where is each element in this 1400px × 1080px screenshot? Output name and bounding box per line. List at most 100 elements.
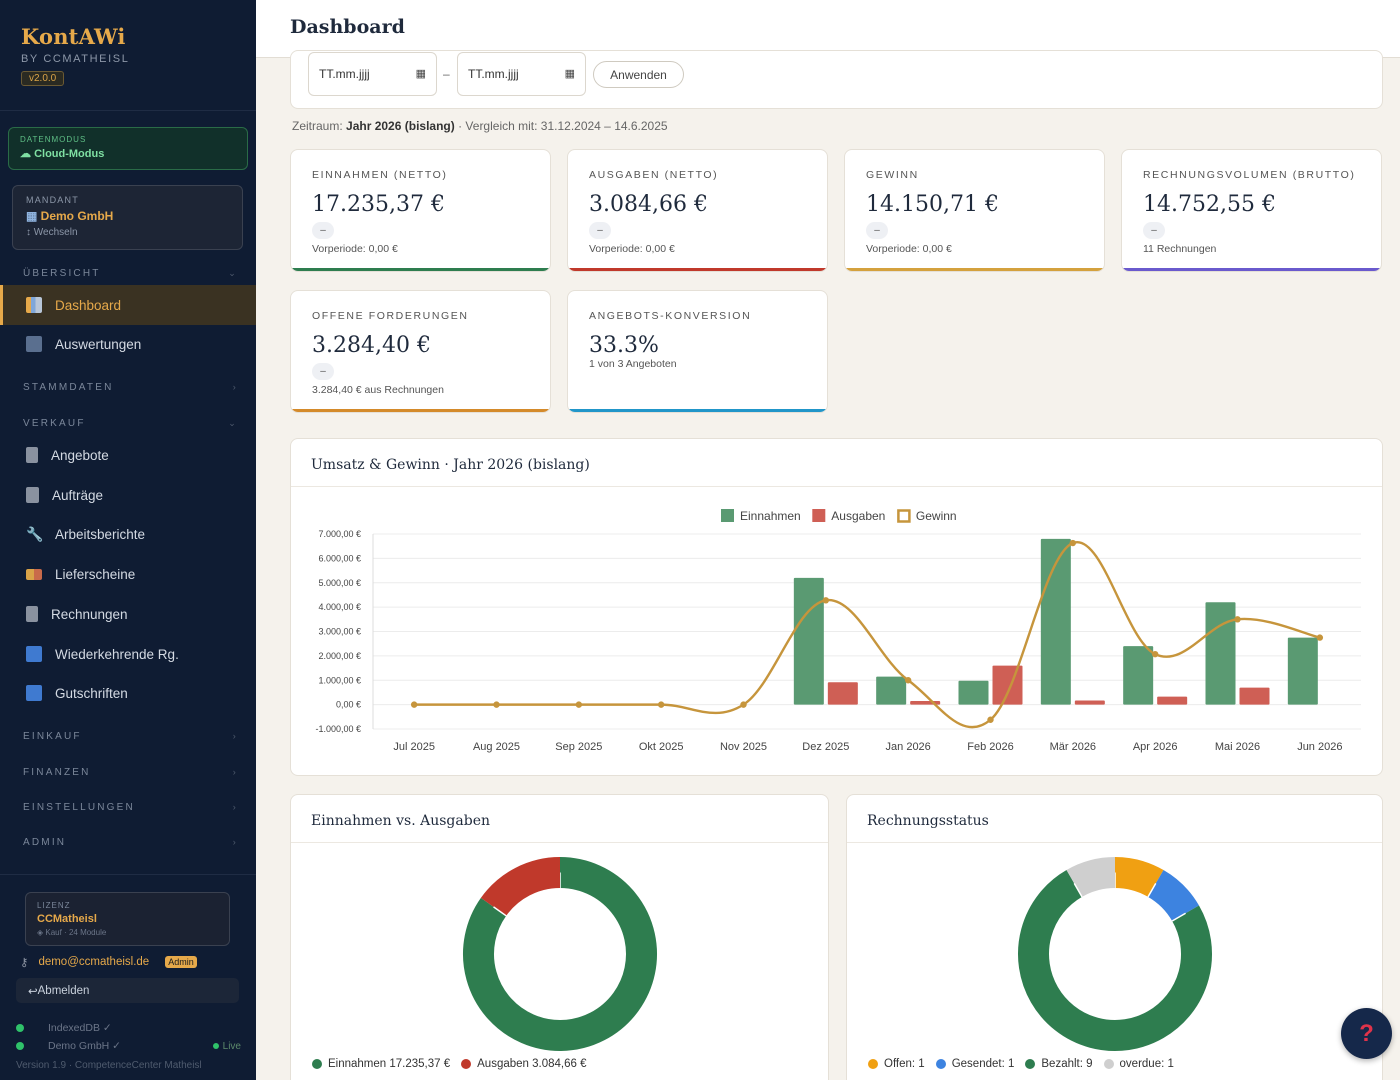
kpi-accent-bar <box>1122 268 1381 271</box>
nav-label: Dashboard <box>55 297 122 313</box>
kpi-accent-bar <box>568 409 827 412</box>
legend-swatch <box>721 509 734 522</box>
nav-dashboard[interactable]: Dashboard <box>0 285 256 325</box>
date-to-input[interactable]: TT.mm.jjjj ▦ <box>457 52 586 96</box>
nav-label: Lieferscheine <box>55 566 136 582</box>
y-tick-label: 1.000,00 € <box>318 675 361 685</box>
section-admin[interactable]: ADMIN › <box>23 837 238 848</box>
y-tick-label: 0,00 € <box>336 700 361 710</box>
y-tick-label: 6.000,00 € <box>318 553 361 563</box>
nav-wiederkehrende[interactable]: Wiederkehrende Rg. <box>0 634 256 674</box>
section-label: VERKAUF <box>23 418 86 429</box>
x-tick-label: Jun 2026 <box>1297 741 1342 753</box>
calendar-icon[interactable]: ▦ <box>415 68 426 80</box>
section-einkauf[interactable]: EINKAUF › <box>23 731 238 742</box>
kpi-label: EINNAHMEN (NETTO) <box>312 169 448 181</box>
live-text: Live <box>222 1040 241 1052</box>
legend-label: Ausgaben <box>831 509 885 523</box>
kpi-trend-pill: – <box>866 222 888 239</box>
section-label: FINANZEN <box>23 767 91 778</box>
status-tenant-text: Demo GmbH ✓ <box>48 1040 121 1052</box>
kpi-gewinn: GEWINN 14.150,71 € – Vorperiode: 0,00 € <box>844 149 1105 272</box>
help-button[interactable]: ? <box>1341 1008 1392 1059</box>
kpi-accent-bar <box>291 268 550 271</box>
nav-lieferscheine[interactable]: Lieferscheine <box>0 554 256 594</box>
kpi-offene-forderungen: OFFENE FORDERUNGEN 3.284,40 € – 3.284,40… <box>290 290 551 413</box>
brand-name: KontAWi <box>21 24 126 49</box>
footer-version: Version 1.9 · CompetenceCenter Matheisl <box>16 1060 202 1071</box>
kpi-rechnungsvolumen: RECHNUNGSVOLUMEN (BRUTTO) 14.752,55 € – … <box>1121 149 1382 272</box>
nav-rechnungen[interactable]: Rechnungen <box>0 594 256 634</box>
mandant-name: Demo GmbH <box>40 209 114 223</box>
y-tick-label: 2.000,00 € <box>318 651 361 661</box>
question-icon: ? <box>1359 1019 1374 1047</box>
section-uebersicht[interactable]: ÜBERSICHT ⌄ <box>23 268 238 279</box>
calendar-icon[interactable]: ▦ <box>564 68 575 80</box>
legend-item[interactable]: Ausgaben 3.084,66 € <box>461 1058 587 1070</box>
mandant-switcher[interactable]: MANDANT ▦ Demo GmbH ↕ Wechseln <box>12 185 243 250</box>
mode-indicator[interactable]: DATENMODUS ☁ Cloud-Modus <box>8 127 248 170</box>
legend-label: Einnahmen <box>740 509 801 523</box>
logout-label: Abmelden <box>37 984 90 997</box>
apply-button[interactable]: Anwenden <box>593 61 684 88</box>
y-tick-label: 5.000,00 € <box>318 578 361 588</box>
section-einstellungen[interactable]: EINSTELLUNGEN › <box>23 802 238 813</box>
status-dot <box>16 1042 24 1050</box>
divider <box>0 110 256 111</box>
filter-card <box>290 50 1383 109</box>
legend-item[interactable]: Offen: 1 <box>868 1058 925 1070</box>
cloud-icon: ☁ <box>20 148 35 160</box>
version-badge: v2.0.0 <box>21 71 65 86</box>
legend-item[interactable]: Bezahlt: 9 <box>1025 1058 1093 1070</box>
status-legend: Offen: 1 Gesendet: 1 Bezahlt: 9 overdue: 1 <box>868 1058 1185 1070</box>
umsatz-card: Umsatz & Gewinn · Jahr 2026 (bislang) 7.… <box>290 438 1383 776</box>
section-label: STAMMDATEN <box>23 382 114 393</box>
nav-gutschriften[interactable]: Gutschriften <box>0 673 256 713</box>
logout-icon: ↩ <box>28 985 38 998</box>
legend-marker <box>868 1059 878 1069</box>
nav-label: Arbeitsberichte <box>55 526 146 542</box>
license-box: LIZENZ CCMatheisl ◈ Kauf · 24 Module <box>25 892 230 946</box>
legend-marker <box>1025 1059 1036 1069</box>
point-gewinn <box>822 597 830 604</box>
section-verkauf[interactable]: VERKAUF ⌄ <box>23 418 238 429</box>
kpi-value: 3.084,66 € <box>589 192 708 217</box>
live-indicator: Live <box>212 1040 241 1052</box>
chevron-right-icon: › <box>232 382 238 392</box>
bar-einnahmen <box>1205 602 1236 705</box>
kpi-trend-pill: – <box>589 222 611 239</box>
donut-slice <box>1066 857 1116 898</box>
legend-swatch <box>897 509 911 523</box>
key-icon: ⚷ <box>20 957 29 969</box>
legend-item[interactable]: Gesendet: 1 <box>935 1058 1014 1070</box>
donut-slice <box>1114 857 1164 898</box>
legend-item[interactable]: Einnahmen 17.235,37 € <box>312 1058 450 1070</box>
date-from-input[interactable]: TT.mm.jjjj ▦ <box>308 52 437 96</box>
kpi-sub: Vorperiode: 0,00 € <box>312 243 398 255</box>
brand: KontAWi BY CCMATHEISL v2.0.0 <box>21 24 129 86</box>
chevron-right-icon: › <box>232 731 238 741</box>
document-icon <box>26 447 38 463</box>
einaus-donut <box>463 857 657 1051</box>
section-stammdaten[interactable]: STAMMDATEN › <box>23 382 238 393</box>
einaus-legend: Einnahmen 17.235,37 € Ausgaben 3.084,66 € <box>312 1058 598 1070</box>
legend-marker <box>461 1059 472 1069</box>
admin-badge: Admin <box>165 956 197 968</box>
kpi-value: 14.752,55 € <box>1143 192 1276 217</box>
legend-item[interactable]: overdue: 1 <box>1103 1058 1174 1070</box>
slice-separator <box>1147 883 1157 898</box>
chevron-down-icon: ⌄ <box>228 268 238 278</box>
x-tick-label: Nov 2025 <box>720 741 767 753</box>
logout-button[interactable]: ↩ Abmelden <box>16 978 239 1003</box>
y-tick-label: 3.000,00 € <box>318 627 361 637</box>
nav-auswertungen[interactable]: Auswertungen <box>0 324 256 364</box>
card-title: Umsatz & Gewinn · Jahr 2026 (bislang) <box>291 439 1382 487</box>
date-to-placeholder: TT.mm.jjjj <box>468 67 519 81</box>
mandant-switch[interactable]: ↕ Wechseln <box>26 227 229 238</box>
zeitraum-period: Jahr 2026 (bislang) <box>346 119 455 133</box>
nav-angebote[interactable]: Angebote <box>0 435 256 475</box>
section-finanzen[interactable]: FINANZEN › <box>23 767 238 778</box>
status-db: IndexedDB ✓ <box>16 1022 241 1034</box>
nav-auftraege[interactable]: Aufträge <box>0 475 256 515</box>
nav-arbeitsberichte[interactable]: 🔧 Arbeitsberichte <box>0 514 256 554</box>
